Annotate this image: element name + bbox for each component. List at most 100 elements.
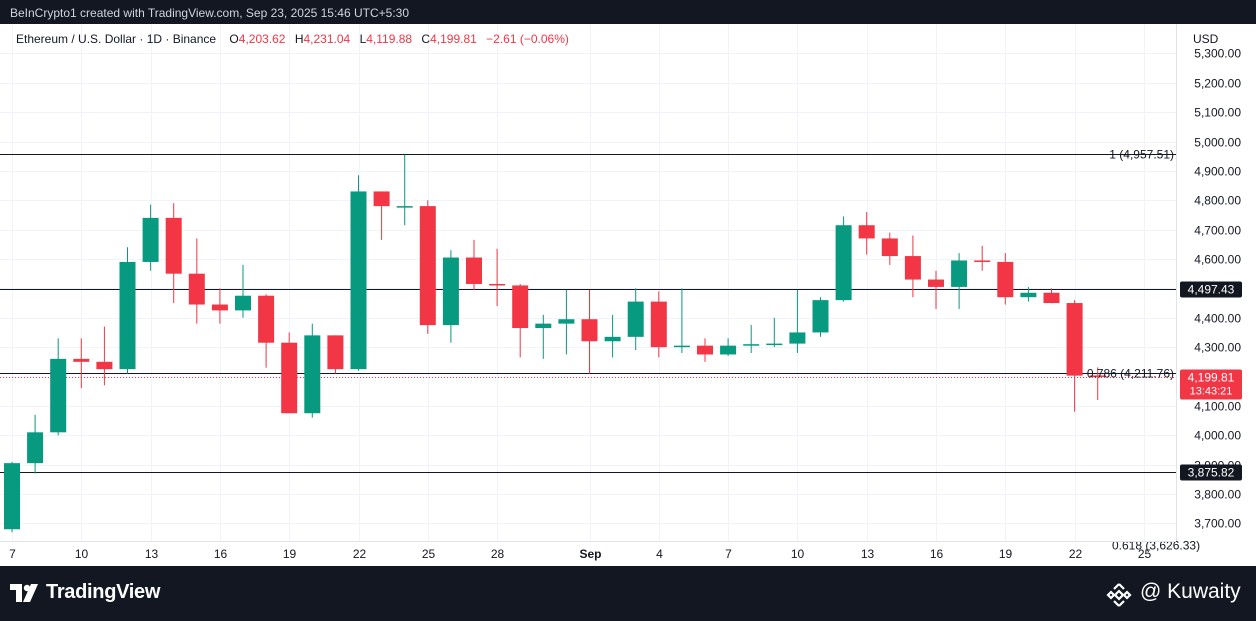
- candle-body: [281, 342, 298, 414]
- candle-body: [73, 358, 90, 362]
- candle-body: [743, 344, 760, 346]
- candle-body: [442, 257, 459, 326]
- x-tick-label: 4: [656, 547, 663, 561]
- candle-body: [1066, 303, 1083, 376]
- y-tick-label: 4,900.00: [1194, 165, 1241, 179]
- candle-body: [258, 295, 275, 343]
- countdown-label: 13:43:21: [1190, 386, 1233, 398]
- candle-body: [535, 323, 552, 329]
- level-badge: [1180, 464, 1242, 481]
- y-tick-label: 5,300.00: [1194, 47, 1241, 61]
- x-tick-label: 10: [791, 547, 805, 561]
- level-badge-label: 3,875.82: [1188, 466, 1235, 480]
- candle-body: [789, 332, 806, 344]
- candle-body: [188, 273, 205, 305]
- tradingview-brand: TradingView: [46, 581, 161, 603]
- y-tick-label: 4,800.00: [1194, 194, 1241, 208]
- x-tick-label: 19: [283, 547, 297, 561]
- y-tick-label: 4,300.00: [1194, 341, 1241, 355]
- x-tick-label: 22: [1069, 547, 1083, 561]
- y-tick-label: 4,100.00: [1194, 400, 1241, 414]
- y-tick-label: 3,800.00: [1194, 488, 1241, 502]
- candle-body: [650, 301, 667, 348]
- candle-body: [581, 319, 598, 342]
- x-tick-label: 16: [930, 547, 944, 561]
- candle-body: [881, 238, 898, 257]
- candle-body: [165, 217, 182, 274]
- candle-body: [211, 304, 228, 311]
- tradingview-logo-icon: [10, 584, 38, 602]
- candle-body: [96, 361, 113, 370]
- y-tick-label: 4,700.00: [1194, 224, 1241, 238]
- candle-body: [327, 335, 344, 370]
- candle-body: [1089, 375, 1106, 377]
- candle-body: [720, 345, 737, 355]
- candle-body: [997, 261, 1014, 298]
- candle-body: [558, 319, 575, 324]
- x-tick-label: 7: [9, 547, 16, 561]
- y-tick-label: 5,100.00: [1194, 106, 1241, 120]
- y-tick-label: 5,000.00: [1194, 136, 1241, 150]
- candle-body: [766, 343, 783, 346]
- watermark-handle: @ Kuwaity: [1140, 580, 1241, 603]
- candle-body: [50, 358, 67, 433]
- candle-body: [928, 279, 944, 287]
- candle-body: [142, 217, 159, 262]
- y-tick-label: 4,600.00: [1194, 253, 1241, 267]
- legend-open-value: 4,203.62: [239, 32, 286, 46]
- chart-background: [0, 24, 1256, 566]
- candle-body: [673, 345, 690, 348]
- candle-body: [512, 285, 529, 329]
- price-axis[interactable]: 3,700.003,800.003,900.004,000.004,100.00…: [1194, 47, 1241, 531]
- fib-level-label: 0.786 (4,211.76): [1087, 367, 1174, 381]
- last-price-badge: [1180, 369, 1242, 400]
- legend-close-label: C: [421, 32, 430, 46]
- x-tick-label: 16: [214, 547, 228, 561]
- legend: Ethereum / U.S. Dollar · 1D · Binance O4…: [16, 32, 569, 46]
- y-tick-label: 3,700.00: [1194, 517, 1241, 531]
- footer-bar: TradingView @ Kuwaity: [0, 566, 1256, 621]
- candle-body: [373, 191, 390, 207]
- legend-change: −2.61 (−0.06%): [486, 32, 569, 46]
- candle-body: [466, 257, 482, 284]
- candle-body: [1020, 292, 1037, 298]
- x-tick-label: 28: [491, 547, 505, 561]
- price-chart[interactable]: 3,700.003,800.003,900.004,000.004,100.00…: [0, 24, 1256, 566]
- candle-body: [396, 206, 413, 208]
- level-badge-label: 4,497.43: [1188, 283, 1235, 297]
- x-tick-label: 10: [75, 547, 89, 561]
- candle-body: [4, 463, 20, 530]
- candles: [4, 154, 1106, 533]
- legend-high-label: H: [295, 32, 304, 46]
- legend-close-value: 4,199.81: [430, 32, 477, 46]
- candle-body: [350, 191, 367, 370]
- candle-body: [951, 260, 968, 287]
- candle-body: [812, 300, 829, 333]
- x-tick-label: 19: [999, 547, 1013, 561]
- candle-body: [835, 225, 852, 301]
- fib-level-label: 1 (4,957.51): [1109, 148, 1174, 162]
- x-tick-label: Sep: [579, 547, 601, 561]
- candle-body: [604, 336, 621, 342]
- level-badge: [1180, 281, 1242, 298]
- last-price-label: 4,199.81: [1188, 371, 1235, 385]
- time-axis[interactable]: 7 10 13 16 19 22 25 28 Sep 4 7 10 13 16 19 22 25: [9, 547, 1151, 561]
- x-tick-label: 22: [353, 547, 367, 561]
- candle-body: [1043, 292, 1060, 304]
- y-tick-label: 4,400.00: [1194, 312, 1241, 326]
- x-tick-label: 25: [1138, 547, 1152, 561]
- currency-label: USD: [1193, 32, 1219, 46]
- legend-high-value: 4,231.04: [304, 32, 351, 46]
- candle-body: [489, 283, 506, 286]
- candle-body: [419, 206, 436, 326]
- legend-low-label: L: [360, 32, 367, 46]
- legend-open-label: O: [229, 32, 238, 46]
- candle-body: [27, 432, 44, 464]
- x-tick-label: 13: [861, 547, 875, 561]
- candle-body: [858, 225, 875, 239]
- candle-body: [904, 256, 921, 280]
- fib-level-label: 0.618 (3,626.33): [1112, 539, 1200, 553]
- horizontal-levels: [0, 154, 1176, 473]
- candle-body: [627, 301, 644, 337]
- candle-body: [119, 261, 136, 370]
